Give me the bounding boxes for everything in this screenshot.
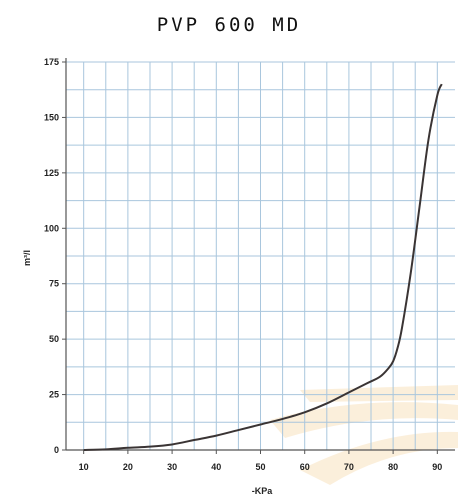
- x-tick-label: 50: [255, 462, 265, 472]
- x-tick-label: 70: [344, 462, 354, 472]
- y-tick-label: 100: [44, 223, 59, 233]
- x-tick-label: 20: [123, 462, 133, 472]
- series-line: [83, 83, 443, 451]
- x-tick-label: 10: [79, 462, 89, 472]
- y-tick-label: 50: [49, 334, 59, 344]
- y-tick-label: 25: [49, 390, 59, 400]
- y-tick-label: 125: [44, 168, 59, 178]
- watermark-logo: [270, 385, 458, 485]
- y-tick-label: 150: [44, 112, 59, 122]
- x-axis-label: -KPa: [252, 486, 273, 496]
- y-tick-label: 0: [54, 445, 59, 455]
- y-axis-label: m³/l: [22, 250, 32, 266]
- y-tick-labels: 0 25 50 75 100 125 150 175: [44, 57, 59, 455]
- x-tick-label: 80: [388, 462, 398, 472]
- grid: [66, 61, 455, 451]
- watermark-band-1: [300, 385, 458, 402]
- x-tick-labels: 10 20 30 40 50 60 70 80 90: [79, 462, 443, 472]
- x-tick-label: 30: [167, 462, 177, 472]
- x-tick-label: 90: [432, 462, 442, 472]
- x-tick-label: 40: [211, 462, 221, 472]
- y-tick-label: 175: [44, 57, 59, 67]
- y-tick-label: 75: [49, 279, 59, 289]
- axes: [62, 58, 455, 454]
- watermark-band-3: [300, 431, 458, 485]
- chart-title: PVP 600 MD: [156, 14, 302, 36]
- watermark-band-2: [270, 402, 458, 438]
- x-tick-label: 60: [300, 462, 310, 472]
